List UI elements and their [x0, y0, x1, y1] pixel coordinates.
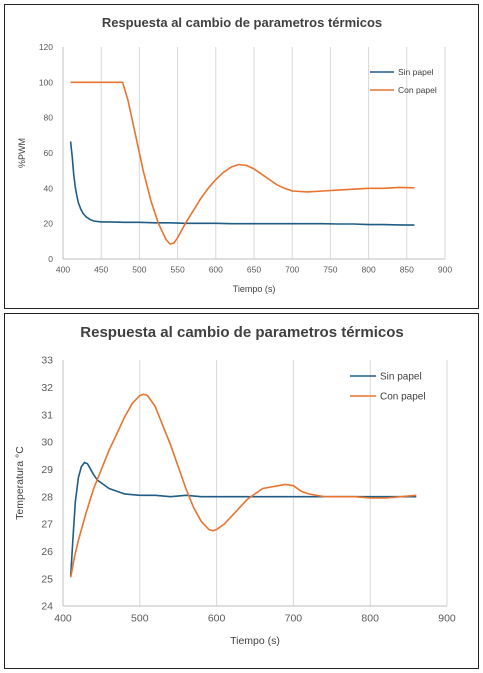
pwm-chart: Respuesta al cambio de parametros térmic…: [17, 15, 452, 294]
series-line-con-papel: [70, 81, 415, 245]
y-axis-label: Temperatura °C: [14, 446, 26, 520]
x-tick-label: 500: [132, 265, 146, 275]
x-axis-label: Tiempo (s): [233, 284, 276, 294]
y-tick-label: 30: [41, 437, 53, 449]
y-tick-label: 33: [41, 355, 53, 367]
chart-panel-pwm: Respuesta al cambio de parametros térmic…: [4, 4, 479, 309]
x-tick-label: 750: [323, 265, 337, 275]
temperature-chart: Respuesta al cambio de parametros térmic…: [14, 324, 456, 647]
y-tick-label: 24: [41, 601, 53, 613]
x-tick-label: 400: [54, 613, 72, 625]
chart-title: Respuesta al cambio de parametros térmic…: [102, 15, 382, 30]
x-tick-label: 800: [362, 265, 376, 275]
x-tick-label: 900: [438, 265, 452, 275]
y-tick-label: 80: [44, 113, 54, 123]
series-line-con-papel: [69, 393, 417, 578]
y-tick-label: 32: [41, 382, 53, 394]
x-tick-label: 700: [285, 265, 299, 275]
y-tick-label: 26: [41, 546, 53, 558]
x-tick-label: 600: [208, 613, 226, 625]
y-tick-label: 27: [41, 519, 53, 531]
y-tick-label: 100: [39, 77, 53, 87]
x-tick-label: 650: [247, 265, 261, 275]
x-tick-label: 450: [94, 265, 108, 275]
chart-panel-temperature: Respuesta al cambio de parametros térmic…: [4, 313, 479, 669]
y-tick-label: 0: [48, 254, 53, 264]
y-tick-label: 25: [41, 573, 53, 585]
series-line-sin-papel: [69, 141, 415, 226]
legend-label: Con papel: [380, 392, 426, 403]
x-tick-label: 500: [131, 613, 149, 625]
legend-label: Con papel: [398, 85, 437, 95]
series-line-sin-papel: [69, 461, 417, 576]
x-tick-label: 700: [285, 613, 303, 625]
x-axis-label: Tiempo (s): [230, 635, 280, 647]
x-tick-label: 600: [209, 265, 223, 275]
y-tick-label: 20: [44, 219, 54, 229]
y-tick-label: 28: [41, 491, 53, 503]
x-tick-label: 800: [361, 613, 379, 625]
y-tick-label: 31: [41, 409, 53, 421]
y-tick-label: 60: [44, 148, 54, 158]
x-tick-label: 900: [438, 613, 456, 625]
x-tick-label: 400: [56, 265, 70, 275]
x-tick-label: 850: [400, 265, 414, 275]
y-tick-label: 40: [44, 183, 54, 193]
chart-title: Respuesta al cambio de parametros térmic…: [80, 324, 403, 341]
y-tick-label: 29: [41, 464, 53, 476]
legend-label: Sin papel: [398, 67, 434, 77]
y-tick-label: 120: [39, 42, 53, 52]
legend-label: Sin papel: [380, 372, 422, 383]
x-tick-label: 550: [171, 265, 185, 275]
y-axis-label: %PWM: [17, 138, 27, 168]
